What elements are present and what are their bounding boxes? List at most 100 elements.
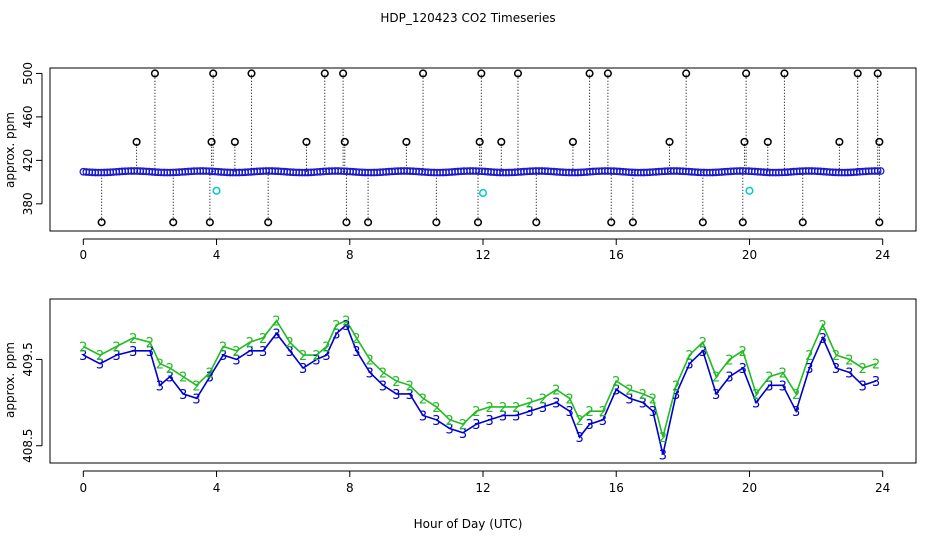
series-marker-3: 3 bbox=[332, 328, 340, 343]
spike-point bbox=[150, 69, 159, 78]
series-marker-2: 2 bbox=[352, 332, 360, 347]
series-marker-2: 2 bbox=[206, 366, 214, 381]
spike-point bbox=[738, 218, 747, 227]
spike-point bbox=[402, 137, 411, 146]
series-marker-2: 2 bbox=[792, 388, 800, 403]
spike-point bbox=[497, 137, 506, 146]
bottom-x-tick-label: 8 bbox=[346, 481, 354, 495]
series-marker-3: 3 bbox=[156, 379, 164, 394]
series-marker-2: 2 bbox=[312, 349, 320, 364]
series-marker-3: 3 bbox=[765, 379, 773, 394]
spike-point bbox=[603, 69, 612, 78]
spike-point bbox=[209, 69, 218, 78]
series-marker-3: 3 bbox=[712, 388, 720, 403]
series-marker-3: 3 bbox=[96, 358, 104, 373]
series-marker-2: 2 bbox=[659, 431, 667, 446]
spike-point bbox=[585, 69, 594, 78]
series-marker-2: 2 bbox=[259, 332, 267, 347]
series-marker-2: 2 bbox=[146, 336, 154, 351]
series-marker-3: 3 bbox=[499, 410, 507, 425]
spike-point bbox=[873, 69, 882, 78]
bottom-y-axis-label: approx. ppm bbox=[3, 342, 17, 418]
series-marker-2: 2 bbox=[625, 384, 633, 399]
top-x-axis: 0 4 8 12 16 20 24 bbox=[79, 238, 890, 262]
series-marker-2: 2 bbox=[539, 392, 547, 407]
series-marker-2: 2 bbox=[299, 349, 307, 364]
spike-point bbox=[169, 218, 178, 227]
series-marker-3: 3 bbox=[832, 362, 840, 377]
series-marker-2: 2 bbox=[699, 336, 707, 351]
series-marker-3: 3 bbox=[146, 345, 154, 360]
bottom-x-tick-label: 0 bbox=[79, 481, 87, 495]
top-x-tick-label: 8 bbox=[346, 248, 354, 262]
spike-point bbox=[339, 69, 348, 78]
series-marker-2: 2 bbox=[246, 336, 254, 351]
baseline-point bbox=[876, 167, 885, 175]
series-marker-3: 3 bbox=[322, 349, 330, 364]
series-marker-3: 3 bbox=[792, 405, 800, 420]
bottom-x-tick-label: 16 bbox=[609, 481, 624, 495]
series-marker-3: 3 bbox=[179, 388, 187, 403]
spike-point bbox=[698, 218, 707, 227]
spike-point bbox=[665, 137, 674, 146]
spike-point bbox=[568, 137, 577, 146]
spike-point bbox=[740, 137, 749, 146]
series-marker-2: 2 bbox=[765, 371, 773, 386]
series-marker-2: 2 bbox=[129, 332, 137, 347]
top-y-tick-label: 380 bbox=[21, 192, 35, 215]
bottom-x-tick-label: 20 bbox=[742, 481, 757, 495]
series-marker-2: 2 bbox=[525, 397, 533, 412]
series-marker-2: 2 bbox=[332, 319, 340, 334]
series-marker-3: 3 bbox=[446, 422, 454, 437]
series-marker-3: 3 bbox=[432, 414, 440, 429]
series-marker-3: 3 bbox=[352, 345, 360, 360]
series-marker-3: 3 bbox=[112, 349, 120, 364]
series-marker-2: 2 bbox=[79, 340, 87, 355]
spike-point bbox=[742, 69, 751, 78]
series-marker-2: 2 bbox=[752, 388, 760, 403]
series-marker-3: 3 bbox=[805, 362, 813, 377]
series-marker-2: 2 bbox=[219, 340, 227, 355]
series-marker-2: 2 bbox=[432, 401, 440, 416]
series-marker-3: 3 bbox=[612, 384, 620, 399]
series-marker-2: 2 bbox=[166, 362, 174, 377]
bottom-y-tick-label: 409.5 bbox=[21, 342, 35, 376]
series-marker-3: 3 bbox=[525, 405, 533, 420]
series-marker-3: 3 bbox=[512, 410, 520, 425]
series-marker-3: 3 bbox=[232, 353, 240, 368]
series-marker-2: 2 bbox=[472, 405, 480, 420]
spike-point bbox=[364, 218, 373, 227]
series-marker-3: 3 bbox=[685, 358, 693, 373]
spike-point bbox=[302, 137, 311, 146]
spike-point bbox=[853, 69, 862, 78]
top-x-tick-label: 0 bbox=[79, 248, 87, 262]
spike-point bbox=[875, 218, 884, 227]
series-marker-2: 2 bbox=[232, 345, 240, 360]
series-marker-2: 2 bbox=[192, 379, 200, 394]
series-marker-2: 2 bbox=[272, 315, 280, 330]
series-marker-3: 3 bbox=[459, 427, 467, 442]
series-marker-2: 2 bbox=[379, 366, 387, 381]
spike-point bbox=[780, 69, 789, 78]
series-marker-3: 3 bbox=[192, 392, 200, 407]
series-marker-3: 3 bbox=[639, 397, 647, 412]
series-marker-3: 3 bbox=[379, 379, 387, 394]
spike-point bbox=[763, 137, 772, 146]
bottom-x-tick-label: 24 bbox=[875, 481, 890, 495]
series-marker-2: 2 bbox=[585, 405, 593, 420]
top-y-axis-label: approx. ppm bbox=[3, 112, 17, 188]
spike-point bbox=[798, 218, 807, 227]
baseline-point bbox=[873, 167, 882, 175]
series-marker-2: 2 bbox=[486, 401, 494, 416]
series-marker-2: 2 bbox=[639, 388, 647, 403]
spike-point bbox=[97, 218, 106, 227]
figure-title: HDP_120423 CO2 Timeseries bbox=[380, 11, 555, 25]
series-marker-2: 2 bbox=[725, 353, 733, 368]
series-marker-3: 3 bbox=[625, 392, 633, 407]
series-marker-2: 2 bbox=[805, 349, 813, 364]
series-marker-3: 3 bbox=[649, 405, 657, 420]
series-marker-3: 3 bbox=[246, 345, 254, 360]
series-marker-2: 2 bbox=[779, 366, 787, 381]
spike-point bbox=[875, 137, 884, 146]
